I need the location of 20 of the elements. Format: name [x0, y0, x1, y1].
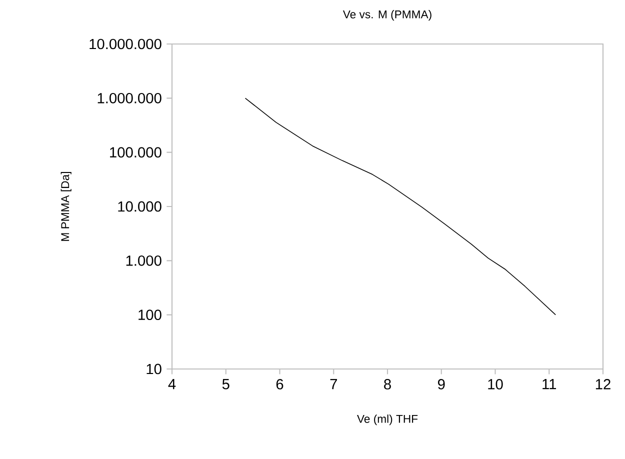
x-tick-label: 4 [168, 379, 176, 390]
y-axis-title: M PMMA [Da] [60, 172, 72, 241]
chart-title: Ve vs. M (PMMA) [342, 10, 432, 21]
y-tick-label: 10 [146, 364, 162, 374]
x-tick-label: 6 [276, 379, 284, 390]
line-series [244, 98, 556, 316]
x-tick-label: 11 [542, 379, 556, 390]
x-tick-label: 8 [384, 379, 391, 390]
x-tick-label: 9 [438, 379, 445, 390]
y-tick-label: 100 [138, 310, 162, 320]
x-tick-label: 5 [222, 379, 230, 390]
x-tick-label: 12 [596, 379, 610, 390]
y-tick-label: 1.000.000 [98, 92, 162, 104]
y-tick-label: 10.000 [118, 201, 162, 212]
y-tick-label: 100.000 [110, 147, 162, 158]
y-tick-label: 1.000 [126, 255, 162, 266]
y-tick-label: 10.000.000 [90, 38, 162, 50]
x-tick-label: 10 [488, 379, 503, 390]
x-tick-label: 7 [330, 379, 337, 390]
x-axis-title: Ve (ml) THF [357, 414, 418, 426]
